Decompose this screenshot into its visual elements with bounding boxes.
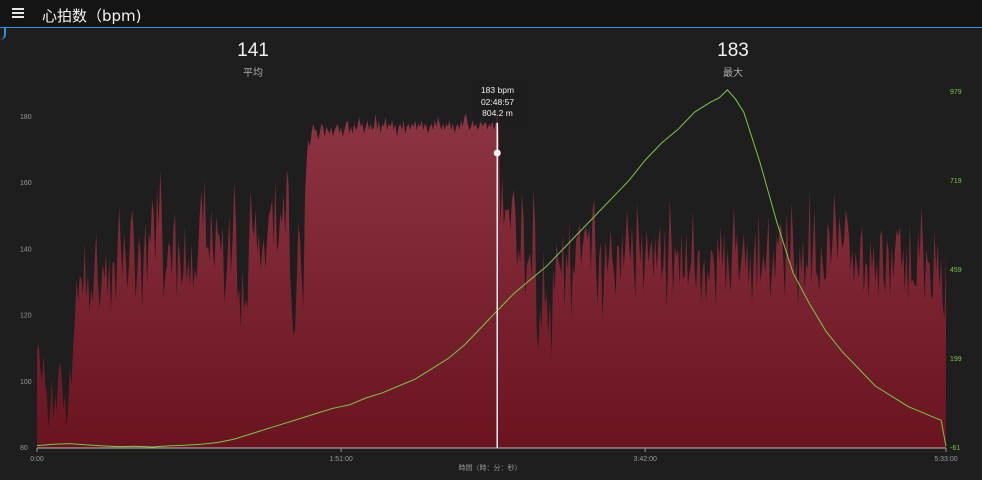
x-axis-label: 時間（時：分：秒） xyxy=(458,464,522,472)
y-left-tick-label: 120 xyxy=(20,313,32,320)
y-left-tick-label: 100 xyxy=(20,379,32,386)
y-right-tick-label: 459 xyxy=(950,267,962,274)
elevation-line xyxy=(36,89,947,448)
side-tab-handle[interactable] xyxy=(0,28,6,40)
stat-maximum: 183 最大 xyxy=(673,40,793,79)
hamburger-menu-icon[interactable] xyxy=(12,8,26,20)
tooltip-distance: 804.2 m xyxy=(482,108,513,118)
x-tick-label: 1:51:00 xyxy=(329,456,352,463)
top-bar: 心拍数（bpm) xyxy=(0,0,982,28)
x-tick-label: 5:33:00 xyxy=(934,456,957,463)
maximum-label: 最大 xyxy=(723,68,743,79)
data-tooltip: 183 bpm 02:48:57 804.2 m xyxy=(474,83,521,123)
y-right-tick-label: -61 xyxy=(950,445,960,452)
tooltip-time: 02:48:57 xyxy=(480,96,515,107)
y-right-tick-label: 719 xyxy=(950,178,962,185)
x-tick-label: 0:00 xyxy=(30,456,44,463)
y-left-tick-label: 140 xyxy=(20,246,32,253)
x-tick-label: 3:42:00 xyxy=(634,456,657,463)
tooltip-bpm: 183 bpm xyxy=(480,85,515,95)
cursor-marker xyxy=(493,149,501,157)
y-left-tick-label: 180 xyxy=(20,114,32,121)
y-right-tick-label: 199 xyxy=(950,356,962,363)
y-left-tick-label: 160 xyxy=(20,180,32,187)
stat-average: 141 平均 xyxy=(193,40,313,79)
heart-rate-area xyxy=(37,107,946,448)
y-right-tick-label: 979 xyxy=(950,89,962,96)
maximum-value: 183 xyxy=(717,40,749,61)
average-value: 141 xyxy=(237,40,269,61)
average-label: 平均 xyxy=(243,68,263,79)
page-title: 心拍数（bpm) xyxy=(42,7,142,25)
y-left-tick-label: 80 xyxy=(20,445,28,452)
